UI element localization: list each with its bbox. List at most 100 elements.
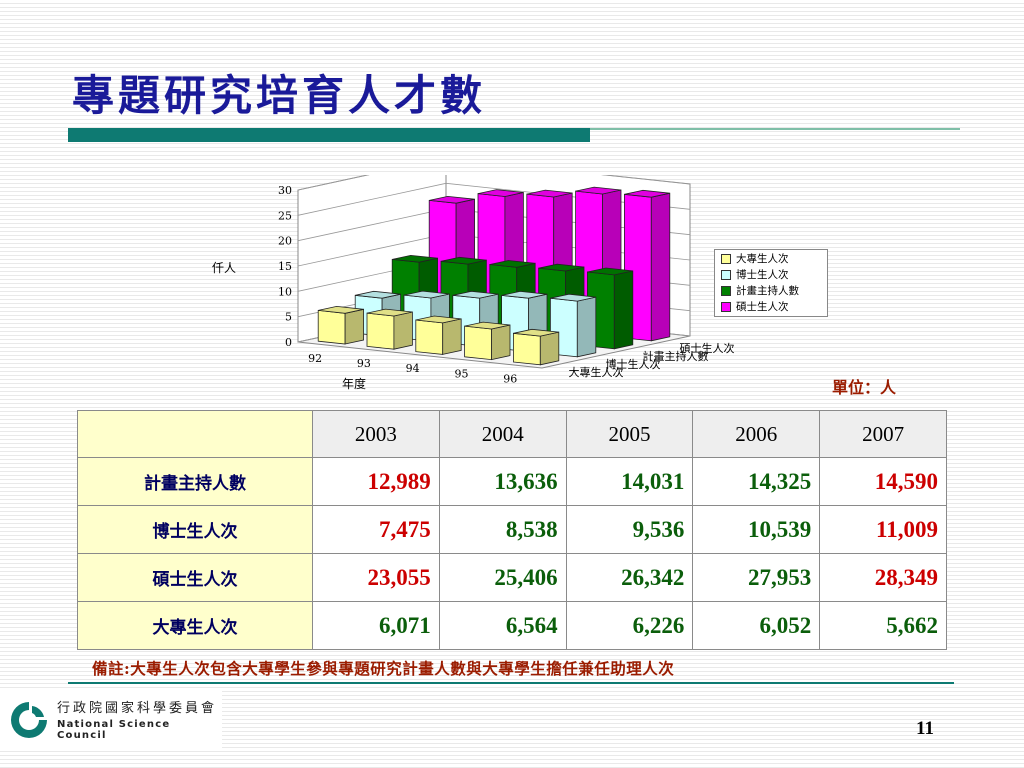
title-underline-thin: [590, 128, 960, 130]
chart-legend: 大專生人次 博士生人次 計畫主持人數 碩士生人次: [714, 249, 828, 317]
bar-top: [440, 256, 487, 265]
legend-item: 碩士生人次: [715, 299, 827, 314]
bar-side: [650, 192, 671, 342]
x-tick-label: 93: [357, 357, 371, 370]
table-cell: 23,055: [312, 553, 440, 602]
bar-front: [464, 325, 492, 361]
x-tick-label: 92: [308, 352, 322, 365]
table-cell: 6,564: [438, 601, 567, 650]
table-cell: 6,071: [312, 601, 440, 650]
unit-label: 單位：人: [832, 378, 897, 397]
bar-top: [464, 321, 511, 330]
table-cell: 13,636: [438, 457, 567, 506]
x-axis-label: 年度: [342, 376, 366, 391]
bar: [366, 308, 413, 350]
legend-label: 博士生人次: [736, 269, 789, 281]
bar-side: [539, 331, 560, 366]
bar-top: [366, 308, 413, 317]
data-table: 2003 2004 2005 2006 2007 計畫主持人數 12,989 1…: [77, 410, 947, 650]
column-header: 2004: [438, 410, 567, 458]
column-header: 2003: [312, 410, 440, 458]
y-tick-label: 25: [278, 209, 292, 222]
bar-top: [513, 328, 559, 337]
table-cell: 11,009: [819, 505, 947, 554]
table-row: 計畫主持人數 12,989 13,636 14,031 14,325 14,59…: [77, 457, 947, 506]
legend-swatch: [721, 301, 731, 312]
bar-top: [575, 186, 622, 195]
table-cell: 14,031: [565, 457, 694, 506]
legend-label: 大專生人次: [736, 253, 789, 265]
column-header: 2006: [692, 410, 821, 458]
bar-front: [415, 319, 444, 355]
table-cell: 26,342: [565, 553, 694, 602]
bar-top: [624, 189, 670, 198]
bar-top: [452, 290, 499, 299]
y-tick-label: 20: [278, 235, 292, 248]
table-cell: 7,475: [312, 505, 440, 554]
table-cell: 10,539: [692, 505, 821, 554]
legend-swatch: [721, 269, 731, 280]
page-number: 11: [916, 718, 934, 739]
nsc-emblem-icon: [11, 702, 47, 738]
bar-front: [317, 309, 346, 345]
bar-top: [477, 189, 524, 197]
y-tick-label: 10: [278, 285, 292, 298]
legend-item: 計畫主持人數: [715, 283, 827, 298]
bar-side: [491, 324, 511, 361]
legend-label: 計畫主持人數: [736, 285, 799, 297]
chart-area: 0 5 10 15 20 25 30 仟人 92 93 94 95 96 年度 碩士生人次 計畫主持人數 博士生…: [200, 175, 840, 395]
bar: [317, 305, 365, 345]
row-label: 大專生人次: [77, 601, 313, 650]
bar-top: [489, 260, 536, 268]
bar: [415, 315, 462, 355]
column-header: 2007: [819, 410, 947, 458]
gridline: [297, 175, 691, 191]
table-cell: 28,349: [819, 553, 947, 602]
slide-title: 專題研究培育人才數: [72, 71, 487, 120]
footer-divider: [68, 682, 954, 684]
row-label: 碩士生人次: [77, 553, 313, 602]
bar-front: [366, 312, 395, 350]
bar-top: [501, 290, 548, 299]
table-cell: 14,590: [819, 457, 947, 506]
bar-top: [526, 189, 573, 198]
bar-side: [344, 308, 365, 345]
bar-front: [512, 332, 541, 366]
x-tick-label: 96: [503, 373, 517, 386]
row-label: 博士生人次: [77, 505, 313, 554]
table-cell: 14,325: [692, 457, 821, 506]
row-label: 計畫主持人數: [77, 457, 313, 506]
y-tick-label: 0: [285, 336, 292, 349]
table-cell: 9,536: [565, 505, 694, 554]
bar: [464, 321, 511, 361]
legend-label: 碩士生人次: [736, 301, 789, 313]
x-tick-label: 95: [454, 367, 468, 380]
bar-top: [403, 290, 450, 299]
bar-top: [538, 263, 585, 272]
table-cell: 27,953: [692, 553, 821, 602]
y-axis-label: 仟人: [212, 261, 236, 275]
bar-top: [415, 315, 462, 324]
bar-top: [318, 305, 364, 314]
chart-3d-bar: 0 5 10 15 20 25 30 仟人 92 93 94 95 96 年度 碩士生人次計畫主持人數博士生…: [212, 175, 735, 391]
title-underline-bar: [68, 128, 590, 142]
table-row: 大專生人次 6,071 6,564 6,226 6,052 5,662: [77, 601, 947, 650]
legend-swatch: [721, 253, 731, 264]
table-cell: 5,662: [819, 601, 947, 650]
legend-item: 博士生人次: [715, 267, 827, 282]
table-row: 博士生人次 7,475 8,538 9,536 10,539 11,009: [77, 505, 947, 554]
logo-name-cn: 行政院國家科學委員會: [57, 701, 218, 716]
table-cell: 8,538: [438, 505, 567, 554]
table-cell: 6,052: [692, 601, 821, 650]
table-cell: 6,226: [565, 601, 694, 650]
bar-side: [442, 318, 462, 355]
bar-top: [550, 293, 596, 302]
legend-swatch: [721, 285, 731, 296]
table-corner-cell: [77, 410, 313, 458]
footnote: 備註:大專生人次包含大專學生參與專題研究計畫人數與大專學生擔任兼任助理人次: [92, 659, 675, 678]
depth-tick-label: 博士生人次: [606, 357, 661, 371]
logo-name-en: National Science Council: [57, 719, 171, 741]
x-tick-label: 94: [406, 362, 420, 375]
legend-item: 大專生人次: [715, 251, 827, 266]
bar-side: [613, 270, 634, 350]
